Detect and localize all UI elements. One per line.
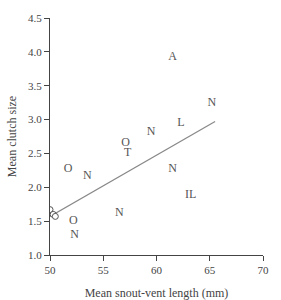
svg-text:O: O [69,213,78,227]
svg-text:2.5: 2.5 [28,147,42,159]
svg-text:N: N [83,168,92,182]
svg-text:L: L [177,115,184,129]
svg-text:IL: IL [185,187,196,201]
svg-text:T: T [124,145,132,159]
svg-text:N: N [147,124,156,138]
svg-text:70: 70 [258,264,270,276]
svg-text:4.0: 4.0 [28,46,42,58]
svg-text:3.0: 3.0 [28,113,42,125]
svg-text:55: 55 [98,264,110,276]
svg-text:50: 50 [45,264,57,276]
svg-text:Mean snout-vent length (mm): Mean snout-vent length (mm) [85,286,229,300]
svg-text:N: N [168,161,177,175]
svg-text:65: 65 [204,264,216,276]
svg-text:O: O [64,161,73,175]
svg-text:1.0: 1.0 [28,249,42,261]
svg-text:1.5: 1.5 [28,215,42,227]
svg-text:N: N [115,205,124,219]
svg-text:4.5: 4.5 [28,12,42,24]
svg-text:60: 60 [151,264,163,276]
svg-text:Mean clutch size: Mean clutch size [5,96,19,177]
svg-text:N: N [208,95,217,109]
svg-text:2.0: 2.0 [28,181,42,193]
svg-text:N: N [70,227,79,241]
svg-text:A: A [168,49,177,63]
svg-text:3.5: 3.5 [28,80,42,92]
svg-text:O: O [121,135,130,149]
